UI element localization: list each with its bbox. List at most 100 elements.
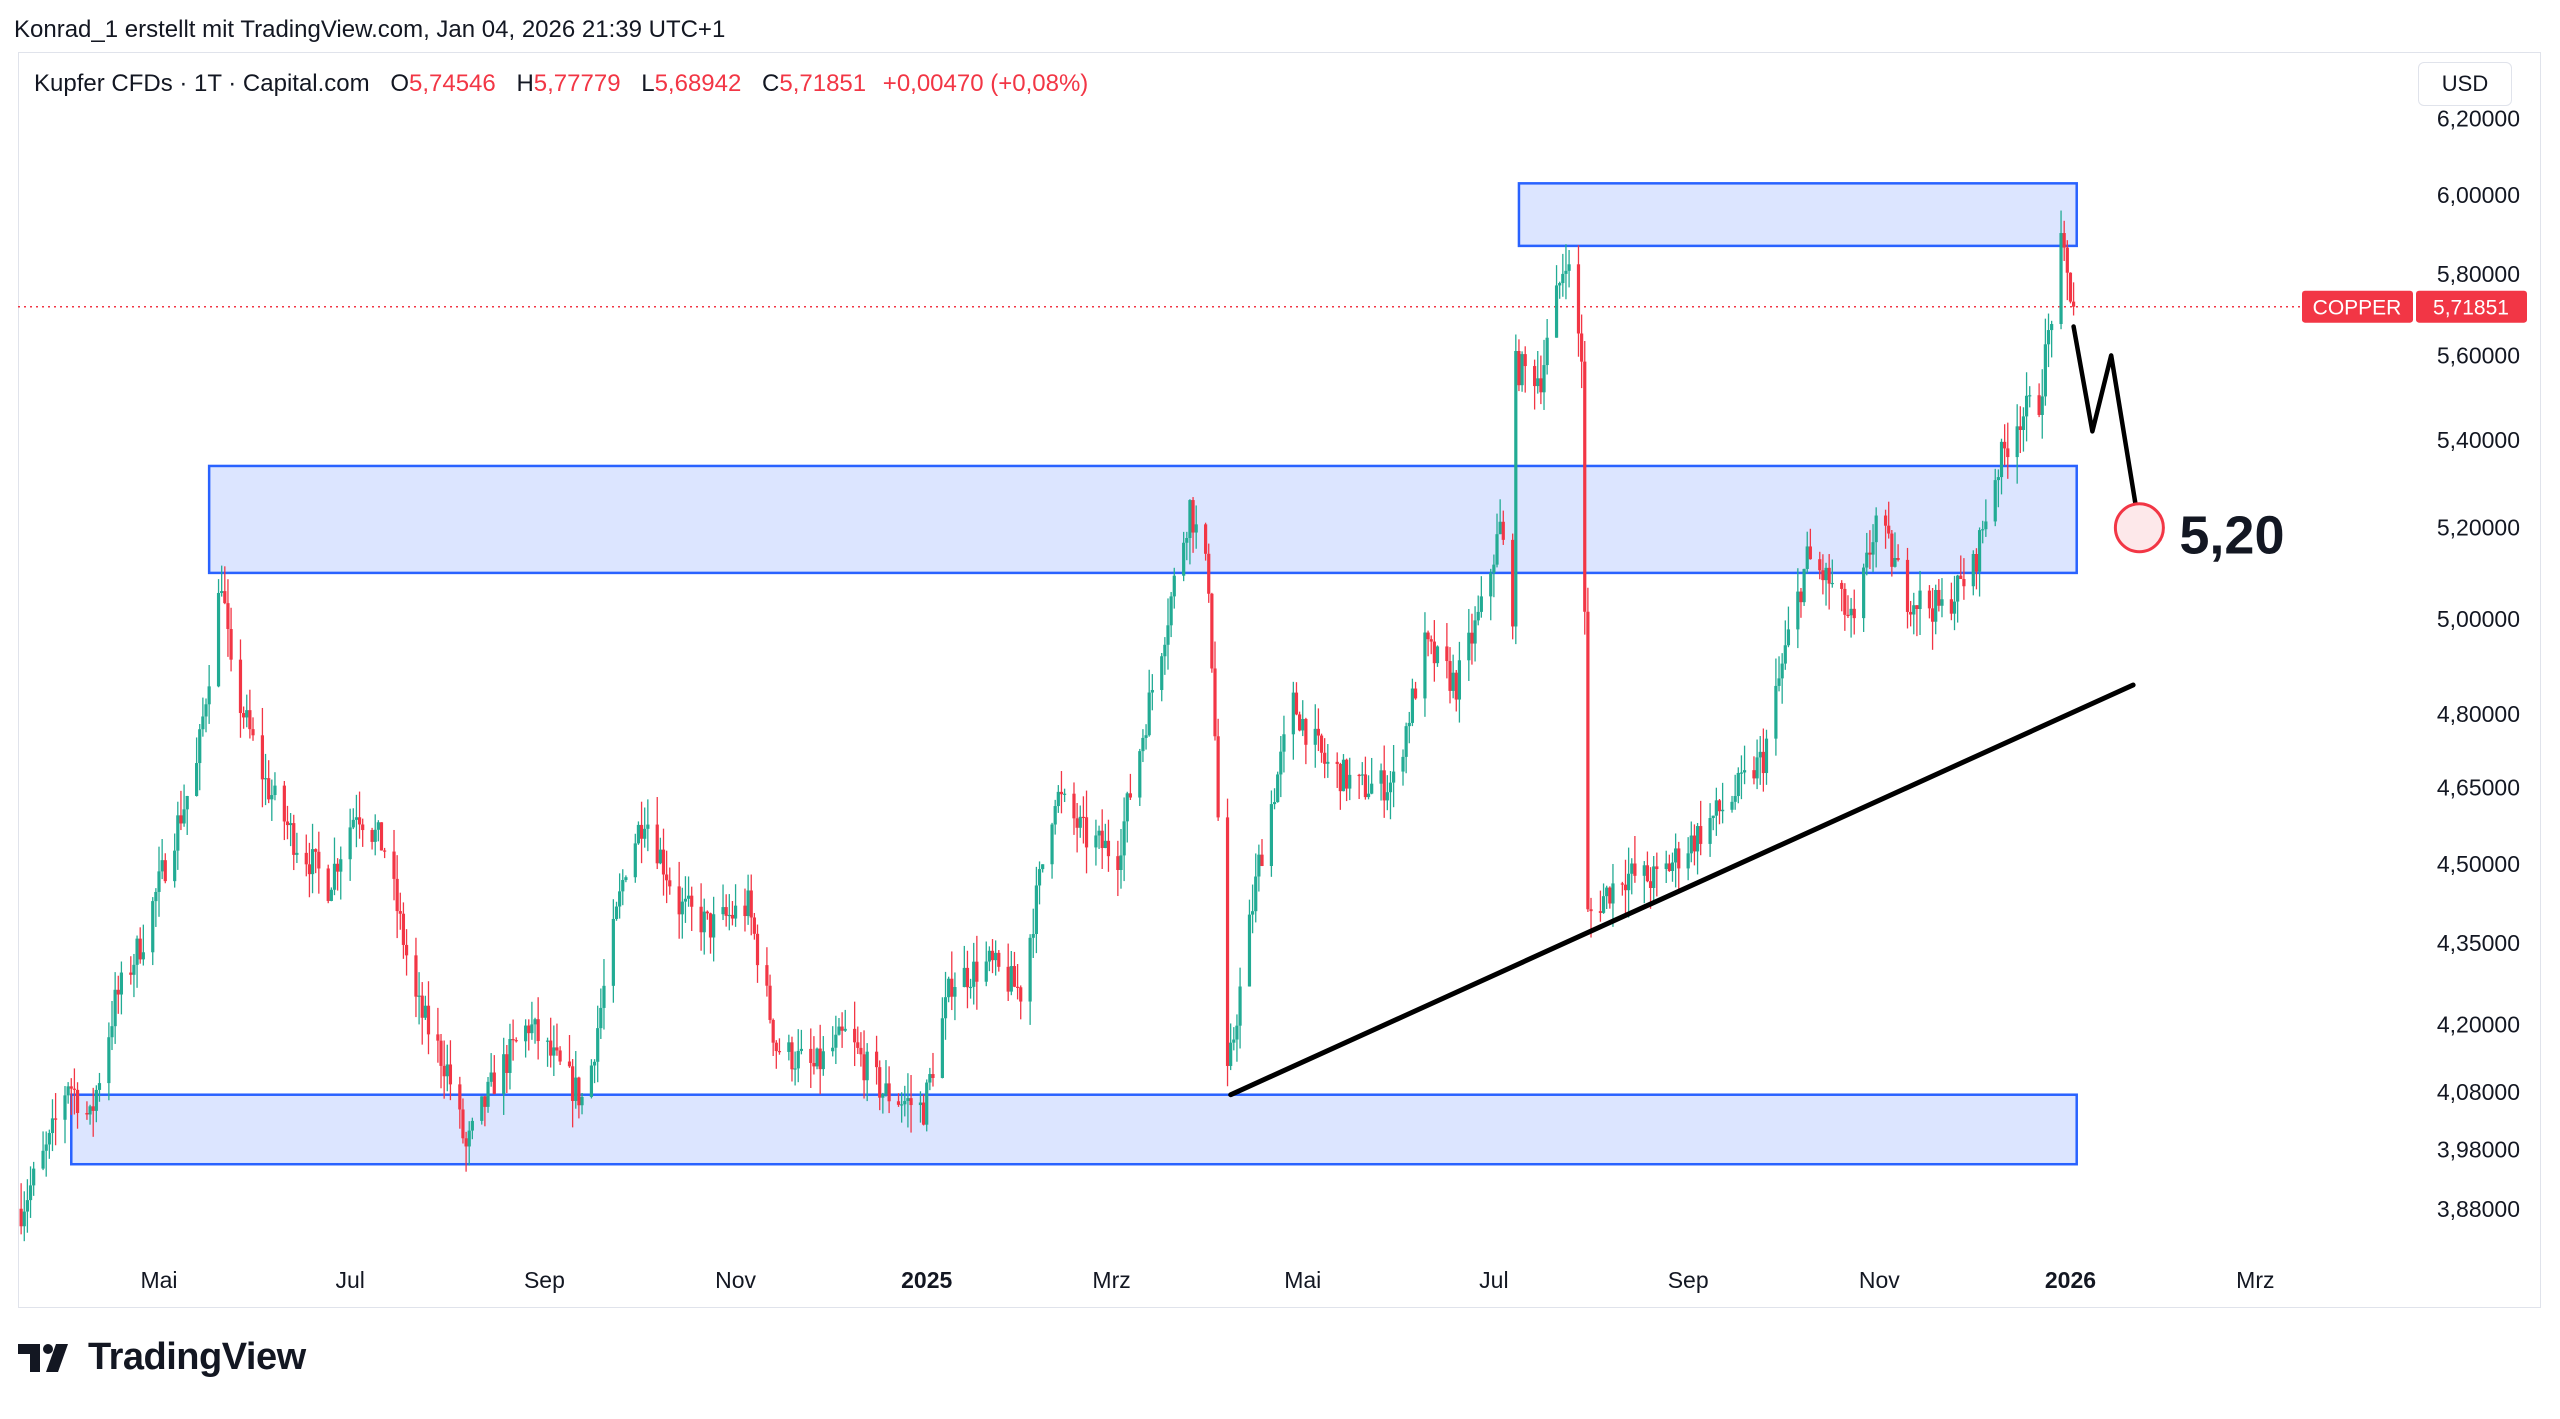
candle [216,579,221,688]
candle-body [1630,863,1634,874]
candle-body [1852,608,1856,619]
candle [2071,282,2076,316]
candle-body [1805,546,1809,569]
candle [530,1001,534,1040]
candle [712,896,716,962]
candle [1084,790,1089,874]
candle [680,887,684,939]
candle [198,723,202,791]
candle [329,887,333,902]
candle [1291,681,1295,760]
candle-body [1576,264,1581,334]
candle-body [135,938,139,965]
candle-body [549,1040,553,1056]
candle [900,1092,904,1123]
candle-body [1489,572,1493,597]
candle [154,888,158,927]
y-tick-label: 6,20000 [2437,106,2520,132]
candle [2037,383,2041,418]
candle-body [1758,751,1762,758]
candle-body [1319,735,1324,753]
candle-body [1981,529,1985,531]
candle [1432,620,1436,682]
candle [1210,592,1214,673]
tradingview-brand[interactable]: TradingView [18,1336,306,1379]
candle [1379,763,1383,801]
candle-body [809,1048,813,1063]
candle-body [1229,1042,1233,1066]
candle-body [712,914,716,938]
candle [1188,499,1192,565]
candle-body [270,795,274,800]
candle-body [160,860,164,872]
candle [1623,859,1628,914]
candle-body [138,938,142,960]
candle-body [69,1086,73,1089]
candle-body [1028,937,1032,1002]
candle [1363,756,1368,800]
candle-body [533,1019,537,1025]
candle-body [592,1061,597,1066]
candle [853,1001,857,1067]
candle-body [336,863,340,872]
candle-body [1062,793,1067,795]
candle-body [404,944,409,956]
candle-body [182,809,186,824]
candle [1467,608,1471,681]
candle [1009,950,1013,996]
candle-body [940,1018,944,1078]
candle [307,842,312,898]
candle [1843,583,1847,631]
candle-body [589,1065,594,1097]
candle-body [1645,865,1650,882]
candle [1896,544,1900,562]
candle [207,664,211,724]
candle [357,791,362,839]
candle [690,886,694,931]
candle [611,899,615,1003]
currency-button[interactable]: USD [2418,62,2512,106]
candle-body [1360,774,1364,776]
candle-body [1213,668,1217,737]
candle [1348,757,1352,801]
candle [28,1166,33,1218]
candle [220,565,224,597]
candle-body [1445,646,1449,662]
candle-body [251,729,255,736]
candle [1225,798,1230,1087]
candle-body [1435,646,1440,664]
candle [97,1072,102,1102]
candle [1232,1027,1236,1051]
candle-body [611,918,615,986]
candle [884,1060,888,1097]
candle-body [580,1096,584,1106]
candle [1392,744,1396,808]
candle [1717,798,1722,825]
candle-body [1708,818,1712,844]
candle [1893,532,1897,568]
candle [1454,669,1458,712]
candle [589,1059,594,1099]
candle [1207,543,1211,603]
candle [1282,715,1286,773]
candle-body [1191,500,1195,533]
candle [370,827,374,850]
candle-body [859,1047,863,1055]
candle-body [1031,934,1035,938]
candle-body [646,824,650,829]
candle-body [1279,751,1283,775]
candle-body [91,1106,95,1111]
candle-body [639,824,644,839]
candle-body [962,967,966,988]
candle [821,1036,825,1076]
candle [282,780,286,841]
candle-body [621,879,625,892]
candle [1783,620,1787,670]
candle [1492,554,1496,598]
candle-body [201,716,205,730]
candle [1138,748,1142,806]
candle-body [1664,863,1668,870]
candle-body [749,890,753,918]
candle [1730,795,1734,813]
